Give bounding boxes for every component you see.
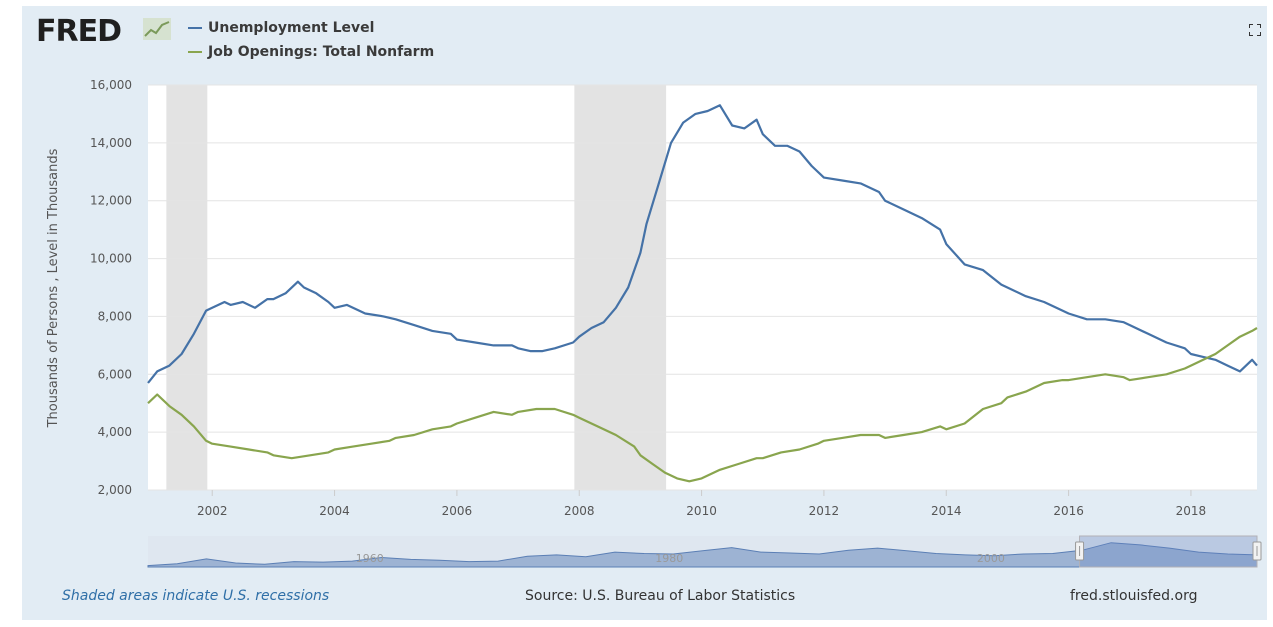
fred-logo[interactable]: FRED [36,14,122,49]
series-line-unemployment [147,104,1258,384]
legend-label-unemployment: Unemployment Level [208,20,375,36]
x-tick-label: 2004 [319,504,350,518]
navigator-label: 1980 [655,552,683,565]
series-line-job-openings [147,327,1258,483]
y-tick-label: 14,000 [90,136,132,150]
navigator-area [147,542,1258,568]
y-tick-label: 12,000 [90,194,132,208]
site-link[interactable]: fred.stlouisfed.org [1070,588,1198,604]
y-tick-label: 4,000 [98,425,132,439]
navigator-label: 1960 [356,552,384,565]
y-tick-label: 2,000 [98,483,132,497]
y-tick-label: 16,000 [90,78,132,92]
legend-label-job-openings: Job Openings: Total Nonfarm [208,44,435,60]
y-tick-label: 6,000 [98,367,132,381]
legend-item-unemployment[interactable]: Unemployment Level [188,20,374,38]
x-tick-label: 2014 [931,504,962,518]
legend-swatch-job-openings [188,51,202,53]
plot-area [148,85,1257,490]
fred-chart-logo-icon [143,18,171,40]
x-tick-label: 2008 [564,504,595,518]
x-tick-label: 2010 [686,504,717,518]
y-tick-label: 10,000 [90,252,132,266]
y-axis-label: Thousands of Persons , Level in Thousand… [46,148,61,428]
x-tick-label: 2002 [197,504,228,518]
x-tick-label: 2012 [809,504,840,518]
recession-band [166,85,208,490]
navigator-selection[interactable] [1079,535,1258,568]
x-tick-label: 2006 [442,504,473,518]
y-tick-label: 8,000 [98,309,132,323]
legend-item-job-openings[interactable]: Job Openings: Total Nonfarm [188,44,434,62]
recession-band [574,85,667,490]
recession-note: Shaded areas indicate U.S. recessions [62,588,330,604]
navigator-label: 2000 [977,552,1005,565]
legend-swatch-unemployment [188,27,202,29]
x-tick-label: 2018 [1176,504,1207,518]
x-tick-label: 2016 [1053,504,1084,518]
source-text: Source: U.S. Bureau of Labor Statistics [525,588,796,604]
